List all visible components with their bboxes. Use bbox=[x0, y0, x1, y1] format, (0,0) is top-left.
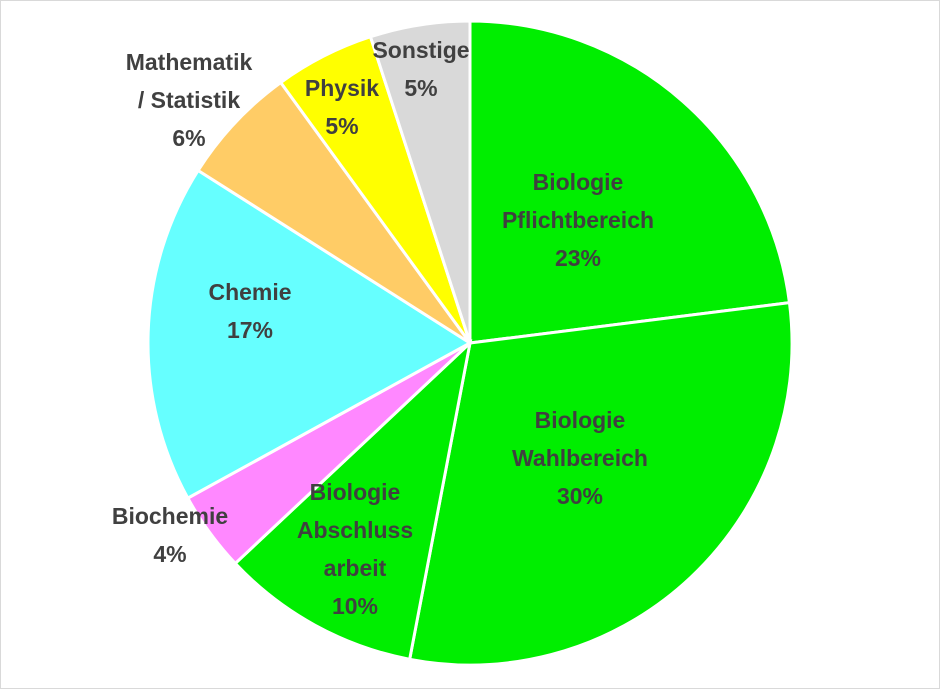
slice-label-line: 5% bbox=[404, 75, 437, 101]
slice-label-biologie-abschlussarbeit: Biologie Abschluss arbeit 10% bbox=[297, 479, 413, 619]
slice-label-line: 17% bbox=[227, 317, 273, 343]
slice-label-line: Physik bbox=[305, 75, 379, 101]
pie-slice-biologie-abschlussarbeit bbox=[233, 338, 473, 662]
slice-label-line: Biologie bbox=[535, 407, 626, 433]
slice-label-line: Biochemie bbox=[112, 503, 228, 529]
slice-label-line: Chemie bbox=[208, 279, 291, 305]
slice-label-mathematik-statistik: Mathematik / Statistik 6% bbox=[126, 49, 253, 151]
slice-label-line: Biologie bbox=[533, 169, 624, 195]
slice-label-biologie-wahlbereich: Biologie Wahlbereich 30% bbox=[512, 407, 648, 509]
slice-label-line: / Statistik bbox=[138, 87, 240, 113]
slice-label-line: 30% bbox=[557, 483, 603, 509]
slice-label-line: Biologie bbox=[310, 479, 401, 505]
slice-label-line: 4% bbox=[153, 541, 186, 567]
slice-label-line: 23% bbox=[555, 245, 601, 271]
slice-label-line: 5% bbox=[325, 113, 358, 139]
pie-slice-biologie-wahlbereich bbox=[407, 300, 794, 667]
slice-label-line: Wahlbereich bbox=[512, 445, 648, 471]
slice-label-physik: Physik 5% bbox=[305, 75, 379, 139]
slice-label-line: 10% bbox=[332, 593, 378, 619]
slice-label-line: arbeit bbox=[324, 555, 387, 581]
pie-slices bbox=[146, 19, 794, 667]
slice-label-line: Mathematik bbox=[126, 49, 253, 75]
slice-label-chemie: Chemie 17% bbox=[208, 279, 291, 343]
pie-labels: Biologie Pflichtbereich 23% Biologie Wahlber… bbox=[112, 37, 654, 619]
slice-label-biologie-pflichtbereich: Biologie Pflichtbereich 23% bbox=[502, 169, 654, 271]
slice-label-biochemie: Biochemie 4% bbox=[112, 503, 228, 567]
slice-label-sonstige: Sonstige 5% bbox=[372, 37, 469, 101]
slice-label-line: 6% bbox=[172, 125, 205, 151]
slice-label-line: Pflichtbereich bbox=[502, 207, 654, 233]
pie-slice-biologie-pflichtbereich bbox=[468, 19, 792, 345]
pie-slice-mathematik-statistik bbox=[196, 80, 472, 345]
slice-label-line: Abschluss bbox=[297, 517, 413, 543]
pie-slice-sonstige bbox=[368, 19, 472, 344]
pie-slice-chemie bbox=[146, 168, 473, 501]
slice-label-line: Sonstige bbox=[372, 37, 469, 63]
